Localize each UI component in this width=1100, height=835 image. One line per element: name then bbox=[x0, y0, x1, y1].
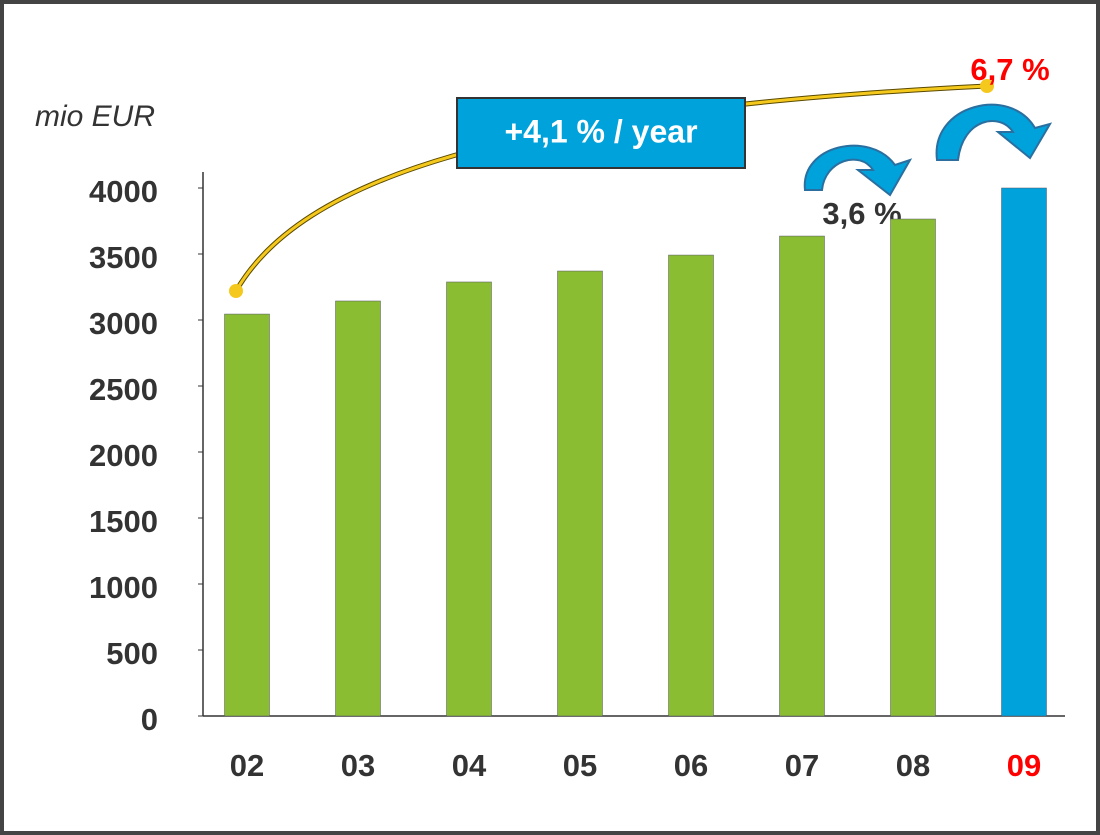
growth-arrow bbox=[935, 103, 1053, 161]
y-tick-label: 0 bbox=[141, 702, 158, 737]
bar bbox=[446, 281, 492, 717]
x-tick-label: 04 bbox=[452, 748, 487, 783]
bar bbox=[1001, 187, 1047, 717]
growth-label: 6,7 % bbox=[970, 52, 1049, 87]
x-tick-label: 02 bbox=[230, 748, 264, 783]
cagr-box bbox=[456, 97, 746, 169]
x-tick-label: 06 bbox=[674, 748, 708, 783]
x-tick-label: 03 bbox=[341, 748, 375, 783]
y-tick-label: 1000 bbox=[89, 570, 158, 605]
y-tick-label: 1500 bbox=[89, 504, 158, 539]
y-tick-label: 3000 bbox=[89, 306, 158, 341]
x-tick-label: 07 bbox=[785, 748, 819, 783]
y-tick-label: 500 bbox=[106, 636, 158, 671]
growth-arrow bbox=[803, 144, 913, 197]
y-tick-label: 2000 bbox=[89, 438, 158, 473]
y-tick-label: 3500 bbox=[89, 240, 158, 275]
x-tick-label: 08 bbox=[896, 748, 930, 783]
unit-label: mio EUR bbox=[35, 100, 155, 133]
trend-dot bbox=[980, 79, 994, 93]
bar bbox=[890, 218, 936, 717]
trend-curve bbox=[234, 84, 988, 292]
y-tick-label: 4000 bbox=[89, 174, 158, 209]
bar bbox=[779, 235, 825, 717]
growth-label: 3,6 % bbox=[822, 196, 901, 231]
bar bbox=[557, 270, 603, 717]
x-tick-label: 09 bbox=[1007, 748, 1041, 783]
bar bbox=[668, 254, 714, 717]
y-tick-label: 2500 bbox=[89, 372, 158, 407]
bar bbox=[224, 313, 270, 717]
bar bbox=[335, 300, 381, 717]
cagr-label: +4,1 % / year bbox=[504, 113, 697, 149]
x-tick-label: 05 bbox=[563, 748, 597, 783]
trend-dot bbox=[229, 284, 243, 298]
